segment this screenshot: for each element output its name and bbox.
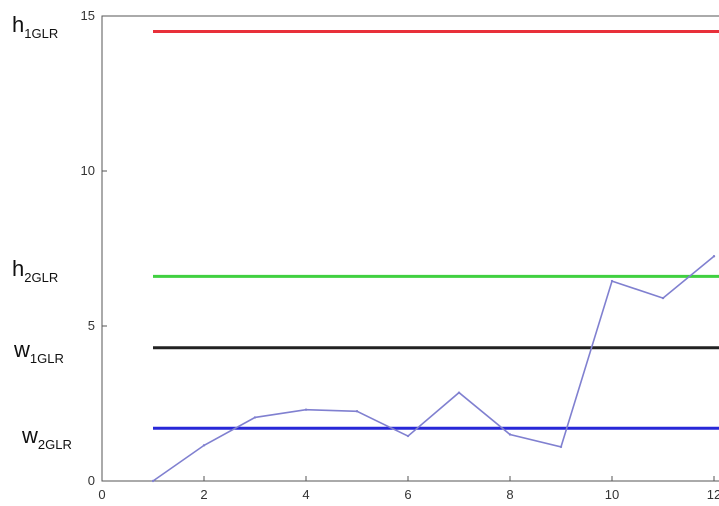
reference-label-main: w xyxy=(21,423,38,448)
data-point xyxy=(661,296,665,300)
y-tick-label: 15 xyxy=(81,8,95,23)
plot-area xyxy=(101,15,719,482)
x-tick-label: 4 xyxy=(302,487,309,502)
data-point xyxy=(559,445,563,449)
series-line xyxy=(152,255,715,482)
y-tick-label: 0 xyxy=(88,473,95,488)
reference-label-main: h xyxy=(12,12,24,37)
reference-label-w1glr: w1GLR xyxy=(13,337,64,366)
reference-label-h1glr: h1GLR xyxy=(12,12,58,41)
data-point xyxy=(712,255,716,258)
reference-label-sub: 2GLR xyxy=(24,270,58,285)
x-tick-label: 2 xyxy=(200,487,207,502)
reference-label-sub: 2GLR xyxy=(38,437,72,452)
x-tick-label: 12 xyxy=(707,487,719,502)
reference-label-w2glr: w2GLR xyxy=(21,423,72,452)
y-tick-label: 10 xyxy=(81,163,95,178)
x-tick-label: 6 xyxy=(404,487,411,502)
y-tick-label: 5 xyxy=(88,318,95,333)
reference-label-sub: 1GLR xyxy=(24,26,58,41)
data-point xyxy=(406,434,410,438)
reference-label-main: w xyxy=(13,337,30,362)
reference-label-sub: 1GLR xyxy=(30,351,64,366)
data-point xyxy=(151,479,155,483)
x-tick-label: 10 xyxy=(605,487,619,502)
x-tick-label: 8 xyxy=(506,487,513,502)
data-point xyxy=(508,433,512,436)
x-tick-label: 0 xyxy=(98,487,105,502)
data-point xyxy=(355,410,359,413)
reference-label-h2glr: h2GLR xyxy=(12,256,58,285)
reference-label-main: h xyxy=(12,256,24,281)
data-point xyxy=(610,279,614,283)
data-point xyxy=(253,416,257,419)
data-point xyxy=(202,444,206,447)
data-point xyxy=(304,408,308,411)
data-point xyxy=(457,391,461,394)
